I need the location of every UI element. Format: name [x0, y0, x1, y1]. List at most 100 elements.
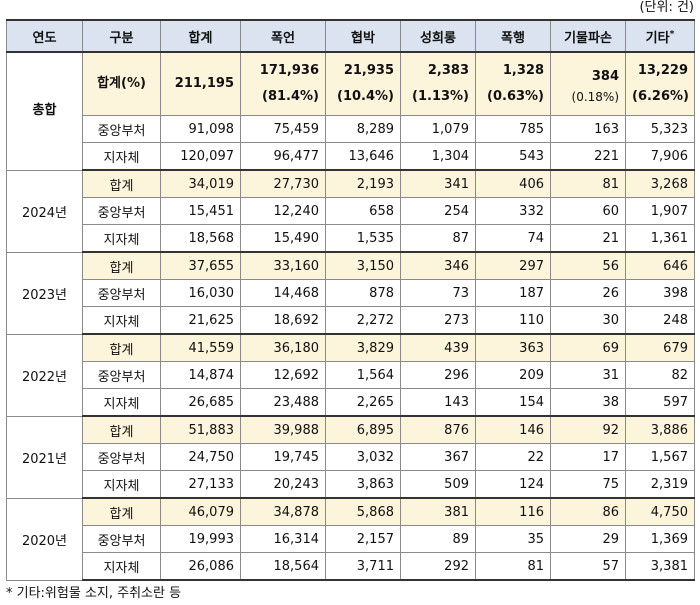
- percent-text: (1.13%): [412, 89, 469, 104]
- year-cell: 2020년: [6, 497, 83, 581]
- table-body: 총합 합계(%) 211,195 171,936 (81.4%) 21,935 (10.4%…: [6, 51, 695, 581]
- value-cell: 26,685: [160, 388, 241, 417]
- value-cell: 6,895: [325, 415, 401, 444]
- value-cell: 332: [475, 197, 551, 225]
- table-row: 2022년 합계 41,559 36,180 3,829 439 363 69 679: [6, 333, 695, 417]
- value-cell: 27,133: [160, 470, 241, 499]
- value-cell: 509: [400, 470, 476, 499]
- value-cell: 12,692: [240, 361, 326, 389]
- value-cell: 3,381: [625, 552, 695, 581]
- table-row: 지자체 26,685 23,488 2,265 143 154 38 597: [7, 388, 695, 417]
- table-row: 중앙부처 16,030 14,468 878 73 187 26 398: [7, 279, 695, 307]
- value-cell: 211,195: [160, 51, 241, 116]
- value-cell: 23,488: [240, 388, 326, 417]
- value-cell: 30: [550, 306, 626, 335]
- percent-text: (81.4%): [262, 89, 319, 104]
- value-text: 13,229: [637, 63, 688, 78]
- value-cell: 19,993: [160, 525, 241, 553]
- value-cell: 171,936 (81.4%): [240, 51, 326, 116]
- year-cell: 2024년: [6, 169, 83, 253]
- year-cell: 2021년: [6, 415, 83, 499]
- value-cell: 13,646: [325, 142, 401, 171]
- value-cell: 15,490: [240, 224, 326, 253]
- value-text: 384: [591, 69, 619, 84]
- value-cell: 406: [475, 169, 551, 198]
- value-cell: 74: [475, 224, 551, 253]
- value-cell: 39,988: [240, 415, 326, 444]
- value-cell: 3,150: [325, 251, 401, 280]
- value-cell: 26: [550, 279, 626, 307]
- value-cell: 398: [625, 279, 695, 307]
- value-cell: 878: [325, 279, 401, 307]
- value-cell: 26,086: [160, 552, 241, 581]
- value-cell: 36,180: [240, 333, 326, 362]
- table-row: 중앙부처 91,098 75,459 8,289 1,079 785 163 5,323: [7, 115, 695, 143]
- value-cell: 35: [475, 525, 551, 553]
- value-cell: 21,935 (10.4%): [325, 51, 401, 116]
- value-cell: 1,304: [400, 142, 476, 171]
- value-cell: 209: [475, 361, 551, 389]
- row-label: 지자체: [82, 306, 161, 335]
- value-cell: 221: [550, 142, 626, 171]
- table-row: 총합 합계(%) 211,195 171,936 (81.4%) 21,935 (10.4%…: [6, 51, 695, 171]
- value-cell: 346: [400, 251, 476, 280]
- value-cell: 20,243: [240, 470, 326, 499]
- value-cell: 15,451: [160, 197, 241, 225]
- value-cell: 187: [475, 279, 551, 307]
- table-row: 지자체 21,625 18,692 2,272 273 110 30 248: [7, 306, 695, 335]
- row-label: 합계: [82, 415, 161, 444]
- row-label: 중앙부처: [82, 115, 161, 143]
- value-cell: 154: [475, 388, 551, 417]
- value-cell: 8,289: [325, 115, 401, 143]
- value-text: 171,936: [259, 63, 319, 78]
- value-cell: 110: [475, 306, 551, 335]
- value-cell: 5,868: [325, 497, 401, 526]
- value-cell: 384 (0.18%): [550, 51, 626, 116]
- value-cell: 81: [475, 552, 551, 581]
- header-cell: 성희롱: [400, 19, 476, 53]
- row-label: 중앙부처: [82, 279, 161, 307]
- value-cell: 7,906: [625, 142, 695, 171]
- row-label: 중앙부처: [82, 443, 161, 471]
- value-cell: 96,477: [240, 142, 326, 171]
- value-cell: 16,030: [160, 279, 241, 307]
- value-cell: 18,692: [240, 306, 326, 335]
- value-text: 211,195: [174, 76, 234, 91]
- footnote: * 기타:위험물 소지, 주취소란 등: [6, 586, 182, 601]
- value-cell: 876: [400, 415, 476, 444]
- header-cell: 기타*: [625, 19, 695, 53]
- value-cell: 2,193: [325, 169, 401, 198]
- row-label: 합계: [82, 497, 161, 526]
- value-cell: 12,240: [240, 197, 326, 225]
- row-label: 중앙부처: [82, 197, 161, 225]
- table-row: 중앙부처 19,993 16,314 2,157 89 35 29 1,369: [7, 525, 695, 553]
- value-cell: 439: [400, 333, 476, 362]
- header-cell: 폭행: [475, 19, 551, 53]
- value-cell: 3,829: [325, 333, 401, 362]
- value-cell: 27,730: [240, 169, 326, 198]
- value-cell: 296: [400, 361, 476, 389]
- table-row: 중앙부처 14,874 12,692 1,564 296 209 31 82: [7, 361, 695, 389]
- header-cell: 합계: [160, 19, 241, 53]
- value-cell: 2,265: [325, 388, 401, 417]
- value-cell: 2,157: [325, 525, 401, 553]
- value-cell: 3,032: [325, 443, 401, 471]
- row-label: 중앙부처: [82, 525, 161, 553]
- value-cell: 21: [550, 224, 626, 253]
- value-cell: 37,655: [160, 251, 241, 280]
- value-cell: 33,160: [240, 251, 326, 280]
- year-cell: 2023년: [6, 251, 83, 335]
- table-row: 지자체 26,086 18,564 3,711 292 81 57 3,381: [7, 552, 695, 581]
- value-cell: 81: [550, 169, 626, 198]
- row-label: 지자체: [82, 388, 161, 417]
- value-cell: 34,878: [240, 497, 326, 526]
- value-cell: 1,369: [625, 525, 695, 553]
- value-cell: 679: [625, 333, 695, 362]
- value-cell: 4,750: [625, 497, 695, 526]
- row-label: 지자체: [82, 224, 161, 253]
- value-cell: 363: [475, 333, 551, 362]
- value-cell: 3,863: [325, 470, 401, 499]
- value-cell: 21,625: [160, 306, 241, 335]
- value-cell: 14,874: [160, 361, 241, 389]
- value-cell: 120,097: [160, 142, 241, 171]
